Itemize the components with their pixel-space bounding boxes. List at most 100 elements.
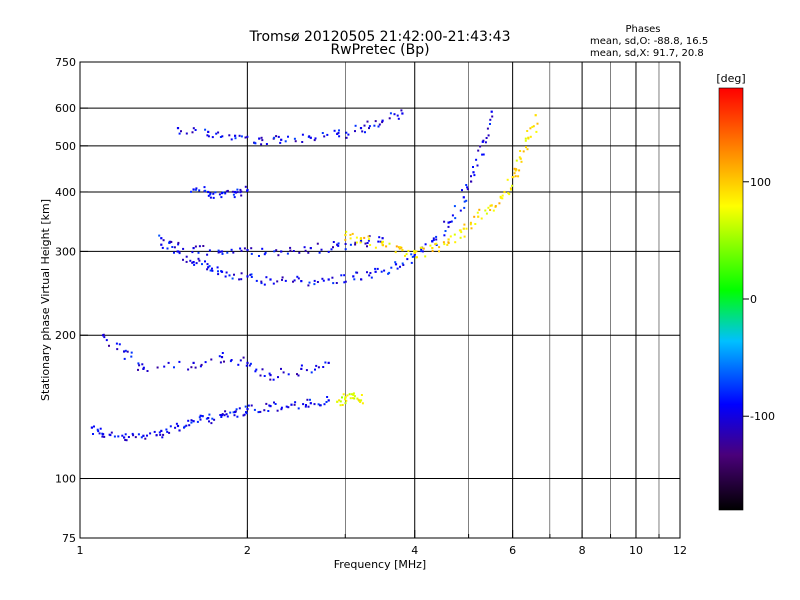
data-point: [287, 373, 290, 376]
data-point: [389, 112, 392, 115]
data-point: [207, 417, 210, 420]
data-point: [231, 190, 234, 193]
y-tick-label: 750: [55, 56, 76, 69]
data-point: [513, 167, 516, 170]
data-point: [381, 119, 384, 122]
data-point: [338, 399, 341, 402]
data-point: [194, 245, 197, 248]
data-point: [344, 398, 346, 401]
data-point: [313, 279, 316, 282]
data-point: [382, 240, 384, 243]
data-point: [194, 129, 197, 131]
data-point: [411, 255, 414, 258]
data-point: [443, 234, 446, 237]
data-point: [356, 397, 359, 400]
data-point: [344, 238, 347, 241]
data-point: [248, 364, 251, 367]
data-point: [316, 242, 319, 245]
data-point: [238, 278, 241, 281]
data-point: [225, 413, 228, 416]
data-points: [90, 109, 539, 442]
data-point: [198, 259, 201, 262]
data-point: [246, 408, 249, 411]
data-point: [453, 233, 456, 236]
data-point: [195, 187, 198, 190]
data-point: [234, 190, 237, 194]
data-point: [332, 241, 335, 243]
data-point: [280, 250, 283, 253]
y-tick-label: 400: [55, 186, 76, 199]
data-point: [190, 419, 193, 422]
data-point: [238, 407, 241, 410]
data-point: [177, 241, 180, 244]
data-point: [317, 366, 320, 369]
data-point: [166, 430, 169, 433]
data-point: [124, 433, 127, 436]
data-point: [217, 249, 220, 252]
data-point: [264, 251, 267, 254]
y-tick-label: 500: [55, 140, 76, 153]
data-point: [185, 260, 188, 263]
data-point: [178, 252, 181, 255]
data-point: [169, 425, 172, 428]
data-point: [518, 169, 521, 172]
data-point: [224, 275, 227, 278]
data-point: [354, 124, 357, 127]
data-point: [511, 184, 514, 187]
data-point: [281, 278, 283, 281]
data-point: [297, 407, 300, 410]
data-point: [337, 244, 340, 247]
data-point: [225, 190, 228, 193]
data-point: [477, 215, 480, 218]
data-point: [206, 253, 209, 256]
data-point: [394, 261, 397, 264]
data-point: [394, 263, 398, 266]
data-point: [90, 426, 93, 429]
data-point: [229, 360, 232, 363]
data-point: [209, 196, 212, 199]
data-point: [507, 192, 510, 195]
data-point: [192, 420, 195, 423]
data-point: [449, 235, 452, 238]
data-point: [254, 142, 257, 145]
data-point: [96, 428, 99, 431]
data-point: [225, 271, 228, 274]
data-point: [369, 244, 372, 246]
data-point: [141, 363, 144, 366]
data-point: [130, 351, 133, 354]
data-point: [282, 371, 285, 374]
data-point: [212, 192, 215, 195]
data-point: [355, 236, 358, 239]
y-tick-label: 100: [55, 473, 76, 486]
data-point: [207, 266, 210, 269]
data-point: [296, 373, 298, 376]
data-point: [263, 253, 266, 256]
data-point: [149, 432, 152, 435]
data-point: [444, 230, 447, 232]
data-point: [380, 270, 383, 273]
data-point: [137, 433, 140, 436]
data-point: [469, 223, 472, 226]
data-point: [368, 127, 370, 130]
data-point: [524, 137, 527, 140]
data-point: [229, 411, 232, 414]
data-point: [217, 270, 219, 273]
x-tick-label: 12: [673, 544, 687, 557]
data-point: [244, 185, 247, 188]
data-point: [401, 112, 404, 115]
data-point: [353, 395, 356, 398]
data-point: [429, 244, 432, 247]
data-point: [379, 240, 382, 243]
data-point: [138, 364, 141, 367]
data-point: [385, 245, 388, 248]
data-point: [144, 437, 147, 440]
data-point: [280, 408, 283, 411]
data-point: [201, 415, 204, 417]
data-point: [276, 280, 279, 283]
data-point: [277, 135, 280, 138]
data-point: [98, 432, 101, 435]
data-point: [246, 249, 249, 252]
data-point: [402, 264, 405, 266]
data-point: [322, 279, 325, 282]
data-point: [361, 130, 364, 133]
